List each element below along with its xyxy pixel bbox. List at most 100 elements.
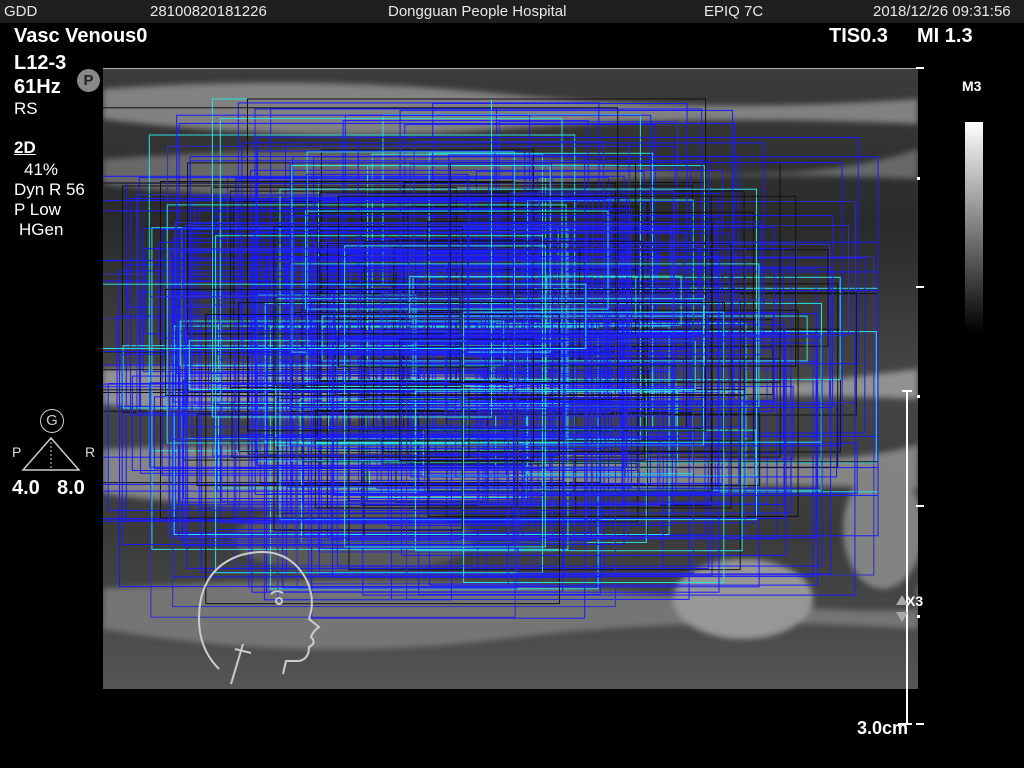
annotation-box [289,162,843,447]
dynamic-range: Dyn R 56 [14,180,85,199]
annotation-box [468,221,762,342]
gain-value: 41% [24,160,59,179]
annotation-box [179,320,505,366]
annotation-box [427,309,799,517]
power-setting: P Low [14,200,61,219]
annotation-box [296,313,509,589]
annotation-box [215,235,543,574]
annotation-box [293,225,850,337]
annotation-box [362,332,856,596]
annotation-box [290,215,834,408]
annotation-box-group [103,98,879,619]
annotation-box [285,207,632,488]
header-bar: GDD 28100820181226 Dongguan People Hospi… [0,0,1024,23]
frame-rate: 61Hz [14,76,61,98]
annotation-box [399,109,733,399]
annotation-box [336,336,823,567]
annotation-box [383,328,841,453]
annotation-box [408,260,674,319]
annotation-box [344,245,546,548]
annotation-box [169,250,566,440]
annotation-box [305,210,609,310]
head-body-marker-icon [197,551,321,685]
exam-datetime: 2018/12/26 09:31:56 [873,3,1011,20]
annotation-box [302,242,797,301]
annotation-box [238,302,725,452]
annotation-box [333,241,879,496]
annotation-box [448,154,585,357]
annotation-box [237,102,600,436]
image-top-border [103,68,918,69]
annotation-box [414,390,743,552]
annotation-box [172,331,616,608]
annotation-box [321,315,808,362]
annotation-box [422,429,757,477]
annotation-box [233,324,786,519]
annotation-box [166,204,567,444]
annotation-box [189,156,533,374]
annotation-box [290,391,532,514]
probe-model: L12-3 [14,52,67,74]
annotation-box [364,240,644,400]
orientation-triangle-icon [21,436,81,471]
annotation-box [251,256,720,593]
annotation-box [131,375,637,472]
annotation-box [273,226,463,531]
grayscale-bar [965,122,983,332]
annotation-box [188,340,696,391]
annotation-box [291,312,574,412]
zoom-label: X3 [906,593,924,609]
orientation-left-value: 4.0 [12,477,40,499]
gray-map-label: M3 [962,78,982,94]
annotation-box [177,276,592,541]
annotation-box [250,169,723,354]
annotation-box [380,293,740,495]
annotation-box [186,280,709,569]
depth-scale [896,67,924,725]
depth-value: 3.0cm [857,718,909,738]
exam-id: 28100820181226 [150,3,267,20]
annotation-box [331,341,565,578]
annotation-box [460,231,675,416]
frequency-setting: HGen [19,220,64,239]
institution-code: GDD [4,3,38,20]
orientation-right-value: 8.0 [57,477,85,499]
annotation-box [103,351,602,520]
annotation-box [182,227,514,547]
annotation-box [179,306,629,537]
annotation-box [316,211,754,442]
annotation-box [517,314,694,574]
annotation-box [205,314,561,605]
annotation-box [107,383,623,511]
annotation-box [494,245,700,302]
orientation-badge: G [40,409,64,433]
mode-2d-label: 2D [14,138,36,157]
annotation-box [313,199,607,449]
tis-value: TIS0.3 [829,25,888,47]
annotation-box [318,266,832,575]
annotation-box [314,410,518,509]
annotation-box [309,249,617,341]
annotation-box [463,311,725,583]
annotation-box [130,197,577,416]
device-name: EPIQ 7C [704,3,764,20]
mi-value: MI 1.3 [917,25,973,47]
annotation-box [168,248,746,539]
annotation-box [216,437,489,492]
annotation-box [176,114,652,375]
annotation-box [196,413,761,487]
annotation-box [247,98,707,432]
annotation-box [150,296,516,618]
hospital-name: Dongguan People Hospital [388,3,567,20]
annotation-box [401,334,787,556]
annotation-box [446,333,684,412]
orientation-right: R [85,444,96,460]
annotation-box [311,298,586,619]
annotation-box [382,284,506,470]
resolution-mode: RS [14,99,38,118]
annotation-box [338,195,797,367]
persistence-badge: P [77,69,100,92]
orientation-left: P [12,444,22,460]
annotation-box [231,387,470,458]
ultrasound-image [103,69,918,689]
